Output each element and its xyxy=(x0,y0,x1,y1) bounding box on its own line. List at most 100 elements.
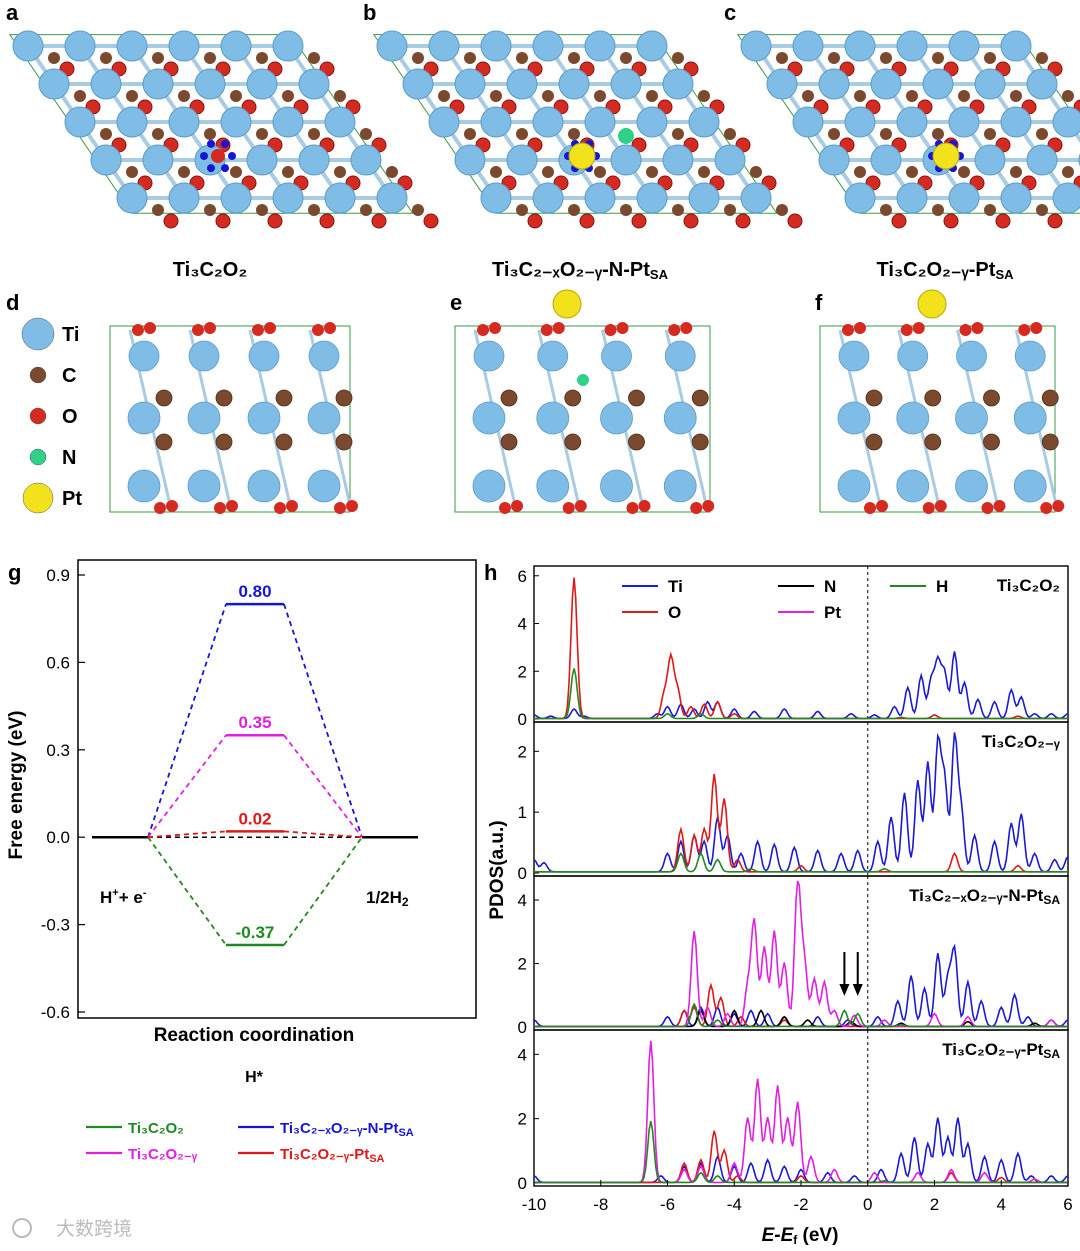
cell-box xyxy=(819,325,1056,513)
site-marker xyxy=(221,164,229,173)
legend-label: H xyxy=(936,577,948,596)
o-atom xyxy=(876,500,888,512)
cell-box xyxy=(109,325,351,513)
ti-atom xyxy=(220,106,252,138)
free-energy-legend: Ti₃C₂O₂ Ti₃C₂₋ₓO₂₋ᵧ-N-PtSA Ti₃C₂O₂₋ᵧ Ti₃C₂O… xyxy=(86,1120,414,1165)
ti-atom xyxy=(324,106,356,138)
ti-atom xyxy=(740,182,772,214)
o-atom xyxy=(891,213,907,229)
site-marker xyxy=(207,164,215,173)
c-atom xyxy=(1036,128,1048,140)
o-atom xyxy=(616,322,629,334)
unit-cell-outline xyxy=(736,34,1080,214)
ti-atom xyxy=(472,469,506,503)
c-atom xyxy=(256,52,268,64)
legend-o-atom xyxy=(29,407,47,425)
ti-atom xyxy=(116,106,148,138)
ti-atom xyxy=(956,340,987,372)
ti-atom xyxy=(584,106,616,138)
series-connector xyxy=(283,734,363,838)
ti-atom xyxy=(896,30,928,62)
o-atom xyxy=(842,324,854,336)
ti-atom xyxy=(64,30,96,62)
o-atom xyxy=(499,502,511,514)
o-atom xyxy=(334,502,346,514)
legend-o-label: O xyxy=(62,406,78,428)
series-connector xyxy=(147,603,227,838)
legend-c-atom xyxy=(29,366,47,384)
ti-atom xyxy=(1052,182,1080,214)
c-atom xyxy=(126,90,138,102)
ti-atom xyxy=(896,106,928,138)
o-atom xyxy=(626,502,639,514)
ti-atom xyxy=(600,469,633,503)
x-tick-label: 2 xyxy=(930,1195,939,1214)
c-atom xyxy=(646,166,658,178)
series-connector xyxy=(147,830,227,839)
watermark: 大数跨境 xyxy=(12,1218,132,1240)
legend-ti-atom xyxy=(21,317,55,351)
structure-side-view-d xyxy=(109,322,358,514)
c-atom xyxy=(750,166,762,178)
ti-atom xyxy=(307,401,341,435)
c-atom xyxy=(854,90,866,102)
x-tick-label: 0 xyxy=(863,1195,872,1214)
c-atom xyxy=(230,90,242,102)
y-tick-label: 0.3 xyxy=(46,741,70,760)
ti-atom xyxy=(584,30,616,62)
ti-atom xyxy=(506,68,538,100)
free-energy-plot-frame xyxy=(77,559,477,1019)
ti-atom xyxy=(792,30,824,62)
legend-pt-atom xyxy=(22,482,54,514)
o-atom xyxy=(787,213,803,229)
structure-label-b: Ti₃C₂₋ₓO₂₋ᵧ-N-PtSA xyxy=(492,259,669,282)
ti-atom xyxy=(636,106,668,138)
c-atom xyxy=(155,389,173,407)
c-atom xyxy=(275,389,293,407)
y-tick-label: 1 xyxy=(518,803,527,822)
ti-atom xyxy=(663,401,697,435)
c-atom xyxy=(230,166,242,178)
o-atom xyxy=(511,500,523,512)
x-tick-label: -8 xyxy=(593,1195,608,1214)
c-atom xyxy=(880,52,892,64)
series-connector xyxy=(283,836,363,946)
structure-label-a: Ti₃C₂O₂ xyxy=(173,259,247,281)
y-tick-label: 0.6 xyxy=(46,653,70,672)
c-atom xyxy=(880,128,892,140)
c-atom xyxy=(776,204,788,216)
legend-label: O xyxy=(668,603,681,622)
legend-label: Ti₃C₂O₂₋ᵧ-PtSA xyxy=(280,1146,385,1165)
pdos-subplot: 0 2 4 6 Ti₃C₂O₂ xyxy=(518,565,1069,729)
panel-letter-d: d xyxy=(6,290,19,315)
c-atom xyxy=(1010,90,1022,102)
o-atom xyxy=(922,502,935,514)
c-atom xyxy=(691,389,709,407)
ti-atom xyxy=(1026,144,1058,176)
o-atom xyxy=(900,324,913,336)
o-atom xyxy=(274,502,286,514)
panel-letter-a: a xyxy=(6,0,19,25)
ti-atom xyxy=(610,68,642,100)
c-atom xyxy=(282,166,294,178)
structure-top-view-c xyxy=(736,30,1080,229)
c-atom xyxy=(1036,52,1048,64)
c-atom xyxy=(672,204,684,216)
ti-atom xyxy=(948,30,980,62)
pdos-subplot-label: Ti₃C₂O₂₋ᵧ xyxy=(982,732,1061,751)
o-atom xyxy=(319,213,335,229)
o-atom xyxy=(690,502,703,514)
c-atom xyxy=(155,433,173,451)
free-energy-chart: 0.9 0.6 0.3 0.0 -0.3 -0.6 Free energy (eV) Re… xyxy=(6,559,477,1165)
c-atom xyxy=(500,433,518,451)
cell-box xyxy=(454,325,711,513)
watermark-text: 大数跨境 xyxy=(56,1218,132,1240)
ti-atom xyxy=(1014,340,1046,372)
y-tick-label: 2 xyxy=(518,955,527,974)
y-tick-label: 0.0 xyxy=(46,828,70,847)
structure-side-view-e xyxy=(454,289,715,514)
legend-label: Ti₃C₂O₂ xyxy=(128,1120,184,1137)
c-atom xyxy=(828,128,840,140)
c-atom xyxy=(500,389,518,407)
c-atom xyxy=(178,90,190,102)
